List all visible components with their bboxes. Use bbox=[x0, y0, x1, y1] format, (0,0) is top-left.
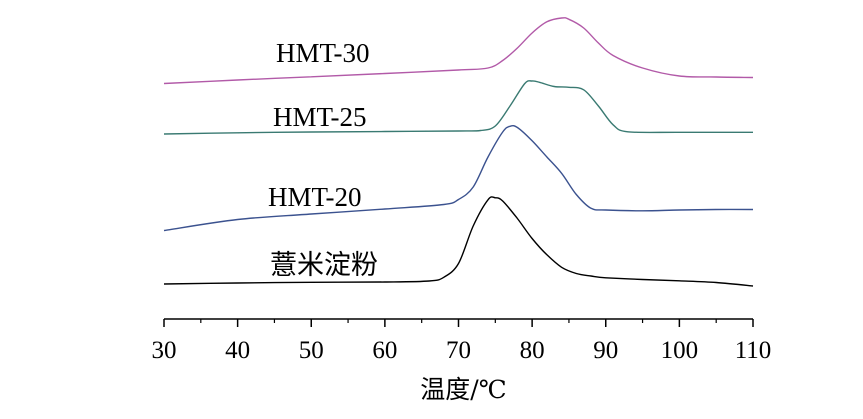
series-label-3: HMT-20 bbox=[268, 182, 362, 212]
x-axis-ticks: 30 40 50 60 70 80 90 100 110 bbox=[152, 319, 772, 364]
series-line-3 bbox=[163, 124, 754, 232]
series-line-4 bbox=[163, 196, 754, 287]
series-label-2: HMT-25 bbox=[273, 102, 367, 132]
series-line-1 bbox=[163, 17, 754, 85]
x-tick-label: 60 bbox=[372, 337, 397, 364]
series-label-1: HMT-30 bbox=[276, 38, 370, 68]
series-labels: HMT-30 HMT-25 HMT-20 薏米淀粉 bbox=[268, 38, 378, 280]
x-tick-label: 80 bbox=[520, 337, 545, 364]
series-layer bbox=[163, 17, 754, 287]
x-tick-label: 40 bbox=[225, 337, 250, 364]
series-label-4: 薏米淀粉 bbox=[270, 250, 378, 280]
x-axis-label: 温度/℃ bbox=[420, 375, 506, 404]
x-tick-label: 110 bbox=[735, 337, 772, 364]
series-line-2 bbox=[163, 80, 753, 135]
x-tick-label: 70 bbox=[446, 337, 471, 364]
x-tick-label: 90 bbox=[593, 337, 618, 364]
x-tick-label: 30 bbox=[152, 337, 177, 364]
x-tick-label: 50 bbox=[299, 337, 324, 364]
x-tick-label: 100 bbox=[661, 337, 699, 364]
